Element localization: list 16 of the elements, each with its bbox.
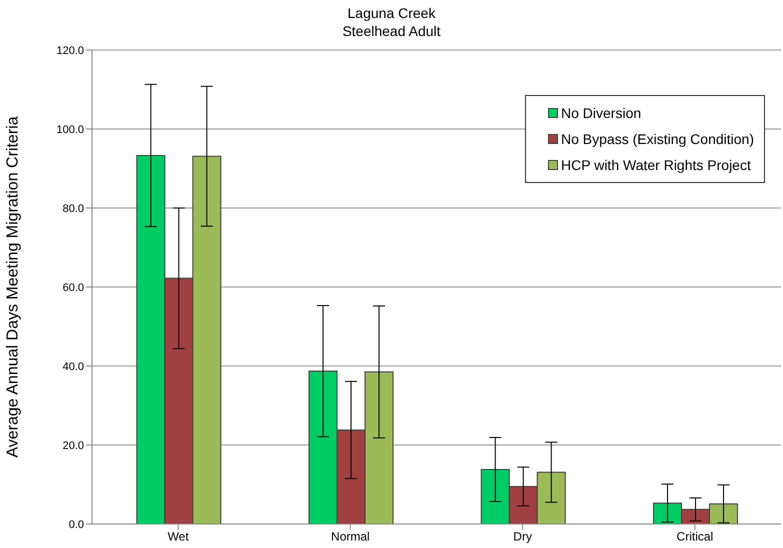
y-tick-label: 120.0 [56, 44, 84, 57]
y-tick-label: 40.0 [62, 360, 84, 373]
legend-label: No Diversion [561, 105, 642, 121]
y-tick-label: 20.0 [62, 440, 84, 452]
y-tick-label: 60.0 [62, 282, 84, 294]
x-tick-label: Wet [168, 530, 190, 544]
legend-label: HCP with Water Rights Project [561, 157, 751, 173]
y-tick-label: 80.0 [62, 202, 84, 215]
x-tick-label: Normal [331, 530, 370, 544]
y-tick-label: 0.0 [68, 518, 84, 531]
x-tick-label: Critical [676, 530, 714, 544]
chart-title: Laguna Creek Steelhead Adult [341, 4, 442, 40]
x-tick-label: Dry [513, 530, 532, 544]
legend-label: No Bypass (Existing Condition) [561, 131, 754, 147]
y-tick-label: 100.0 [56, 124, 84, 136]
y-axis-title: Average Annual Days Meeting Migration Criteria [4, 116, 22, 458]
